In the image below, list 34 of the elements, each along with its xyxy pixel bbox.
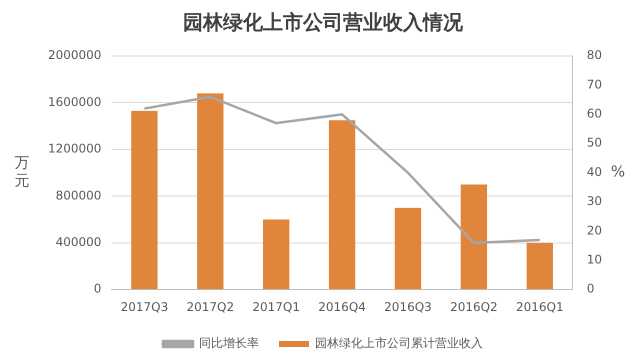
bar — [328, 120, 356, 290]
bar — [460, 184, 488, 290]
y-axis-title: 万元 — [14, 154, 30, 190]
x-tick-label: 2016Q2 — [450, 300, 498, 314]
y-tick-label: 400000 — [56, 235, 102, 250]
x-tick-label: 2016Q4 — [318, 300, 366, 314]
y2-tick-label: 70 — [586, 77, 602, 92]
y2-tick-label: 60 — [586, 106, 602, 121]
y2-tick-label: 30 — [586, 194, 602, 208]
y2-tick-label: 50 — [586, 136, 602, 150]
bar — [197, 93, 224, 290]
legend-label: 同比增长率 — [199, 336, 259, 350]
y-tick-label: 0 — [94, 282, 102, 296]
legend-label: 园林绿化上市公司累计营业收入 — [315, 336, 483, 350]
y2-axis-title: % — [610, 162, 626, 181]
y-tick-label: 1600000 — [48, 94, 102, 109]
y2-tick-label: 80 — [586, 48, 602, 62]
y2-tick-label: 10 — [586, 252, 602, 267]
bar — [394, 208, 422, 290]
y-tick-label: 2000000 — [48, 48, 102, 62]
y2-tick-label: 20 — [586, 223, 602, 238]
y2-tick-label: 40 — [586, 164, 602, 179]
y-tick-label: 1200000 — [48, 142, 102, 156]
x-tick-label: 2016Q1 — [516, 300, 564, 314]
bar — [263, 220, 290, 290]
x-tick-label: 2016Q3 — [384, 300, 432, 314]
x-tick-label: 2017Q1 — [252, 300, 300, 314]
bar — [131, 110, 158, 290]
bar — [526, 242, 553, 290]
y2-tick-label: 0 — [586, 282, 594, 296]
y-tick-label: 800000 — [56, 188, 102, 202]
x-tick-label: 2017Q3 — [120, 300, 168, 314]
x-tick-label: 2017Q2 — [186, 300, 234, 314]
chart-title: 园林绿化上市公司营业收入情况 — [183, 10, 464, 34]
